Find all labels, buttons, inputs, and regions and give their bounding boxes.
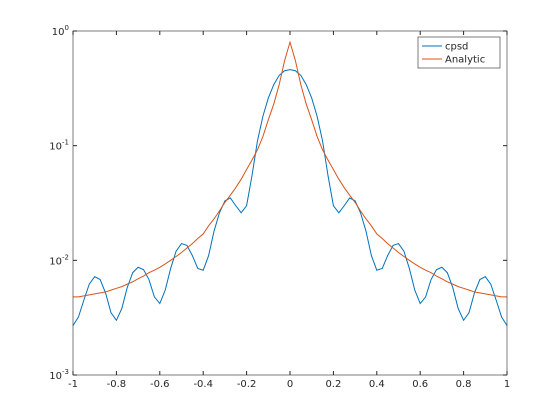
y-tick-exponent: 0 — [65, 24, 69, 32]
y-tick-base: 10 — [49, 371, 62, 382]
y-tick-label: 10-2 — [49, 253, 69, 267]
legend-label: cpsd — [445, 42, 468, 53]
plot-area — [73, 31, 507, 375]
x-tick-label: 0.2 — [325, 379, 341, 390]
x-tick-label: -0.6 — [150, 379, 170, 390]
x-tick-label: -0.4 — [193, 379, 213, 390]
y-tick-exponent: -2 — [62, 253, 69, 261]
y-tick-base: 10 — [49, 142, 62, 153]
x-tick-label: -0.2 — [237, 379, 257, 390]
y-tick-exponent: -1 — [62, 139, 69, 147]
axes-box — [72, 30, 508, 376]
x-tick-label: 0.6 — [412, 379, 428, 390]
x-tick-label: 0.8 — [456, 379, 472, 390]
series-line — [72, 69, 508, 326]
series-line — [73, 40, 507, 298]
y-tick-label: 10-3 — [49, 368, 69, 382]
y-tick-base: 10 — [52, 27, 65, 38]
legend-label: Analytic — [445, 55, 485, 66]
y-tick-label: 100 — [52, 24, 69, 38]
x-tick-label: 0.4 — [369, 379, 385, 390]
x-tick-label: 1 — [504, 379, 510, 390]
x-tick-label: 0 — [287, 379, 293, 390]
y-tick-base: 10 — [49, 256, 62, 267]
y-tick-exponent: -3 — [62, 368, 69, 376]
x-tick-label: -0.8 — [107, 379, 127, 390]
legend-box — [417, 36, 501, 69]
x-tick-label: -1 — [68, 379, 78, 390]
y-tick-label: 10-1 — [49, 139, 69, 153]
